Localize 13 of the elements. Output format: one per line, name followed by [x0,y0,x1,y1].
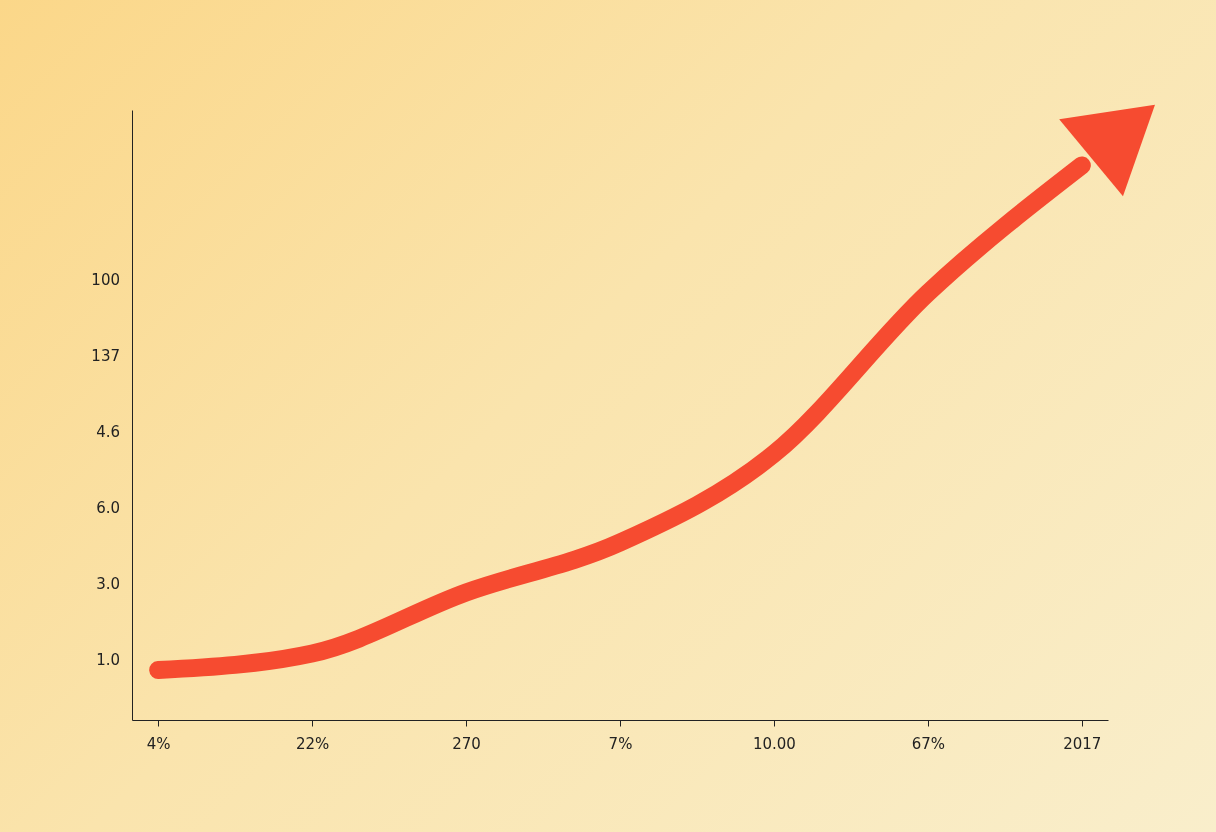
x-tick-label: 7% [608,734,633,753]
text: 100 [91,270,120,289]
text: 3.0 [96,574,120,593]
text: 1.0 [96,651,120,669]
text: 6.0 [96,498,120,517]
text: 4.6 [96,422,120,441]
x-tick-label: 2017 [1063,734,1102,753]
text: 137 [91,346,120,365]
x-tick-label: 10.00 [752,734,796,753]
x-tick-label: 22% [295,734,330,753]
x-tick-label: 67% [911,734,946,753]
x-tick-label: 270 [452,734,481,753]
x-tick-label: 4% [146,734,171,753]
